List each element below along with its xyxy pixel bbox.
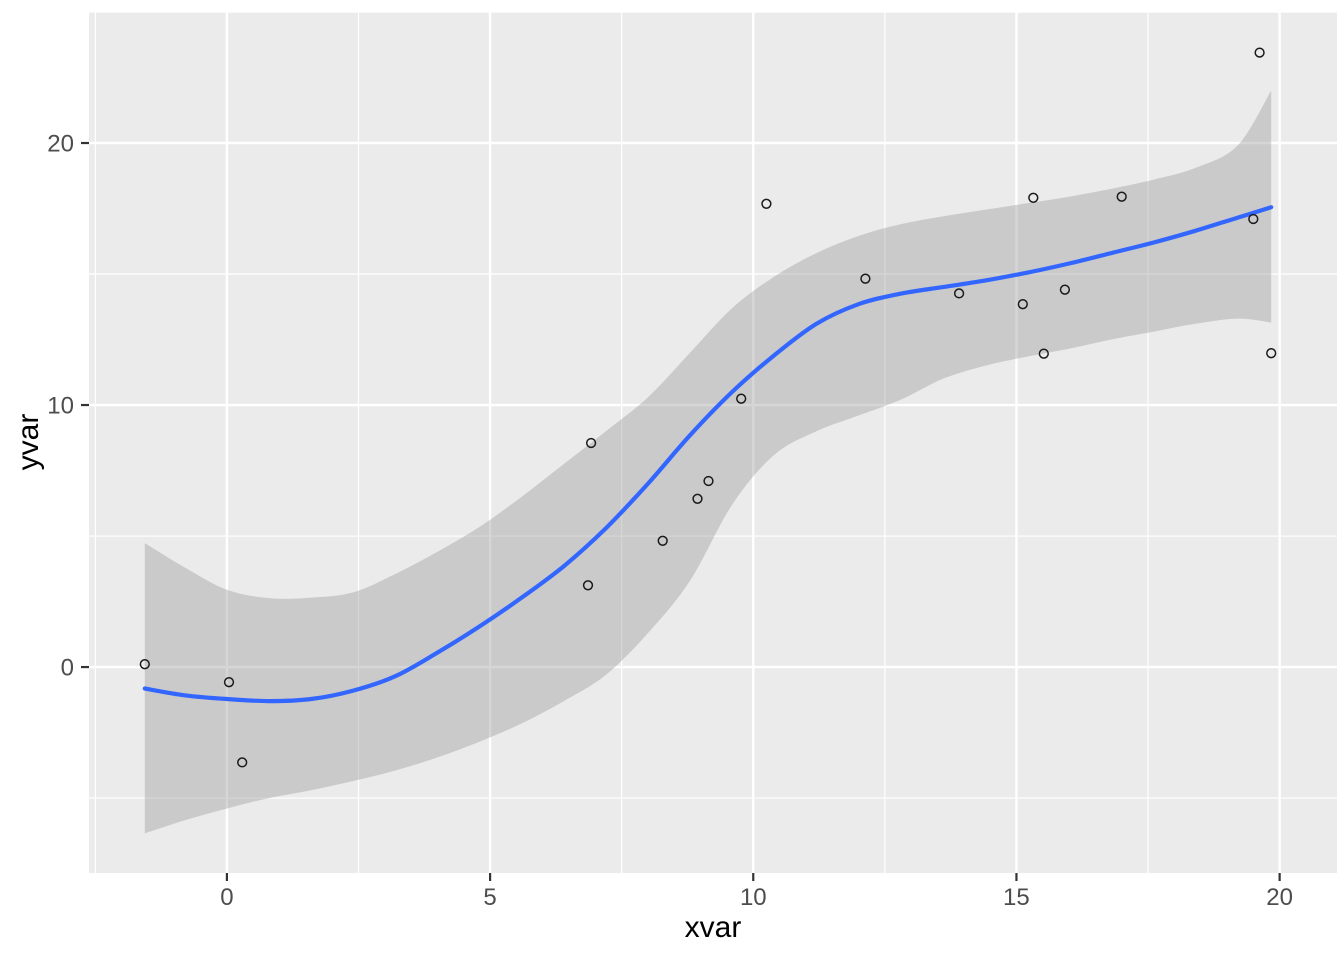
data-point — [585, 437, 597, 449]
data-point — [237, 757, 248, 768]
x-tick-label: 0 — [220, 884, 233, 911]
data-point — [761, 198, 772, 209]
x-tick-label: 5 — [483, 884, 496, 911]
data-point — [736, 393, 747, 404]
data-point — [139, 659, 150, 670]
points-layer — [139, 47, 1277, 768]
y-axis-title: yvar — [12, 413, 45, 471]
plot-layers — [139, 47, 1277, 834]
data-point — [1266, 348, 1277, 359]
data-point — [1017, 299, 1028, 310]
data-point — [953, 288, 965, 299]
y-tick-label: 0 — [61, 655, 74, 682]
data-point — [860, 273, 871, 284]
x-axis-title: xvar — [684, 911, 742, 944]
data-point — [582, 580, 594, 591]
x-tick-label: 15 — [1003, 884, 1030, 911]
data-point — [223, 677, 235, 688]
data-point — [1028, 192, 1039, 203]
axis-tick-labels: 0 5 10 15 20 0 10 20 — [47, 131, 1293, 912]
data-point — [657, 535, 668, 546]
data-point — [1248, 213, 1259, 225]
y-tick-label: 20 — [47, 131, 74, 158]
data-point — [1059, 284, 1071, 295]
y-tick-label: 10 — [47, 393, 74, 420]
data-point — [692, 493, 703, 504]
x-tick-label: 10 — [740, 884, 767, 911]
data-point — [1038, 348, 1049, 359]
panel-background — [89, 12, 1337, 873]
confidence-ribbon — [144, 90, 1272, 834]
data-point — [703, 475, 714, 487]
data-point — [1254, 47, 1265, 58]
smooth-line — [142, 205, 1274, 704]
axis-ticks — [81, 141, 1281, 881]
gridlines — [89, 11, 1337, 873]
x-tick-label: 20 — [1266, 884, 1293, 911]
data-point — [1116, 191, 1127, 202]
